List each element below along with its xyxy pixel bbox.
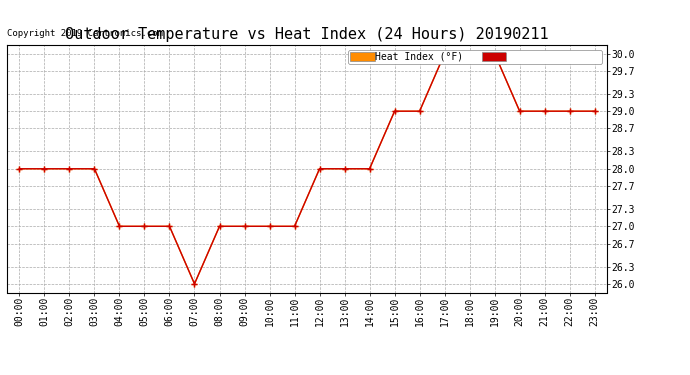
Title: Outdoor Temperature vs Heat Index (24 Hours) 20190211: Outdoor Temperature vs Heat Index (24 Ho… [66,27,549,42]
Legend: Heat Index (°F), Temperature (°F): Heat Index (°F), Temperature (°F) [348,50,602,64]
Text: Copyright 2019 Cartronics.com: Copyright 2019 Cartronics.com [7,28,163,38]
